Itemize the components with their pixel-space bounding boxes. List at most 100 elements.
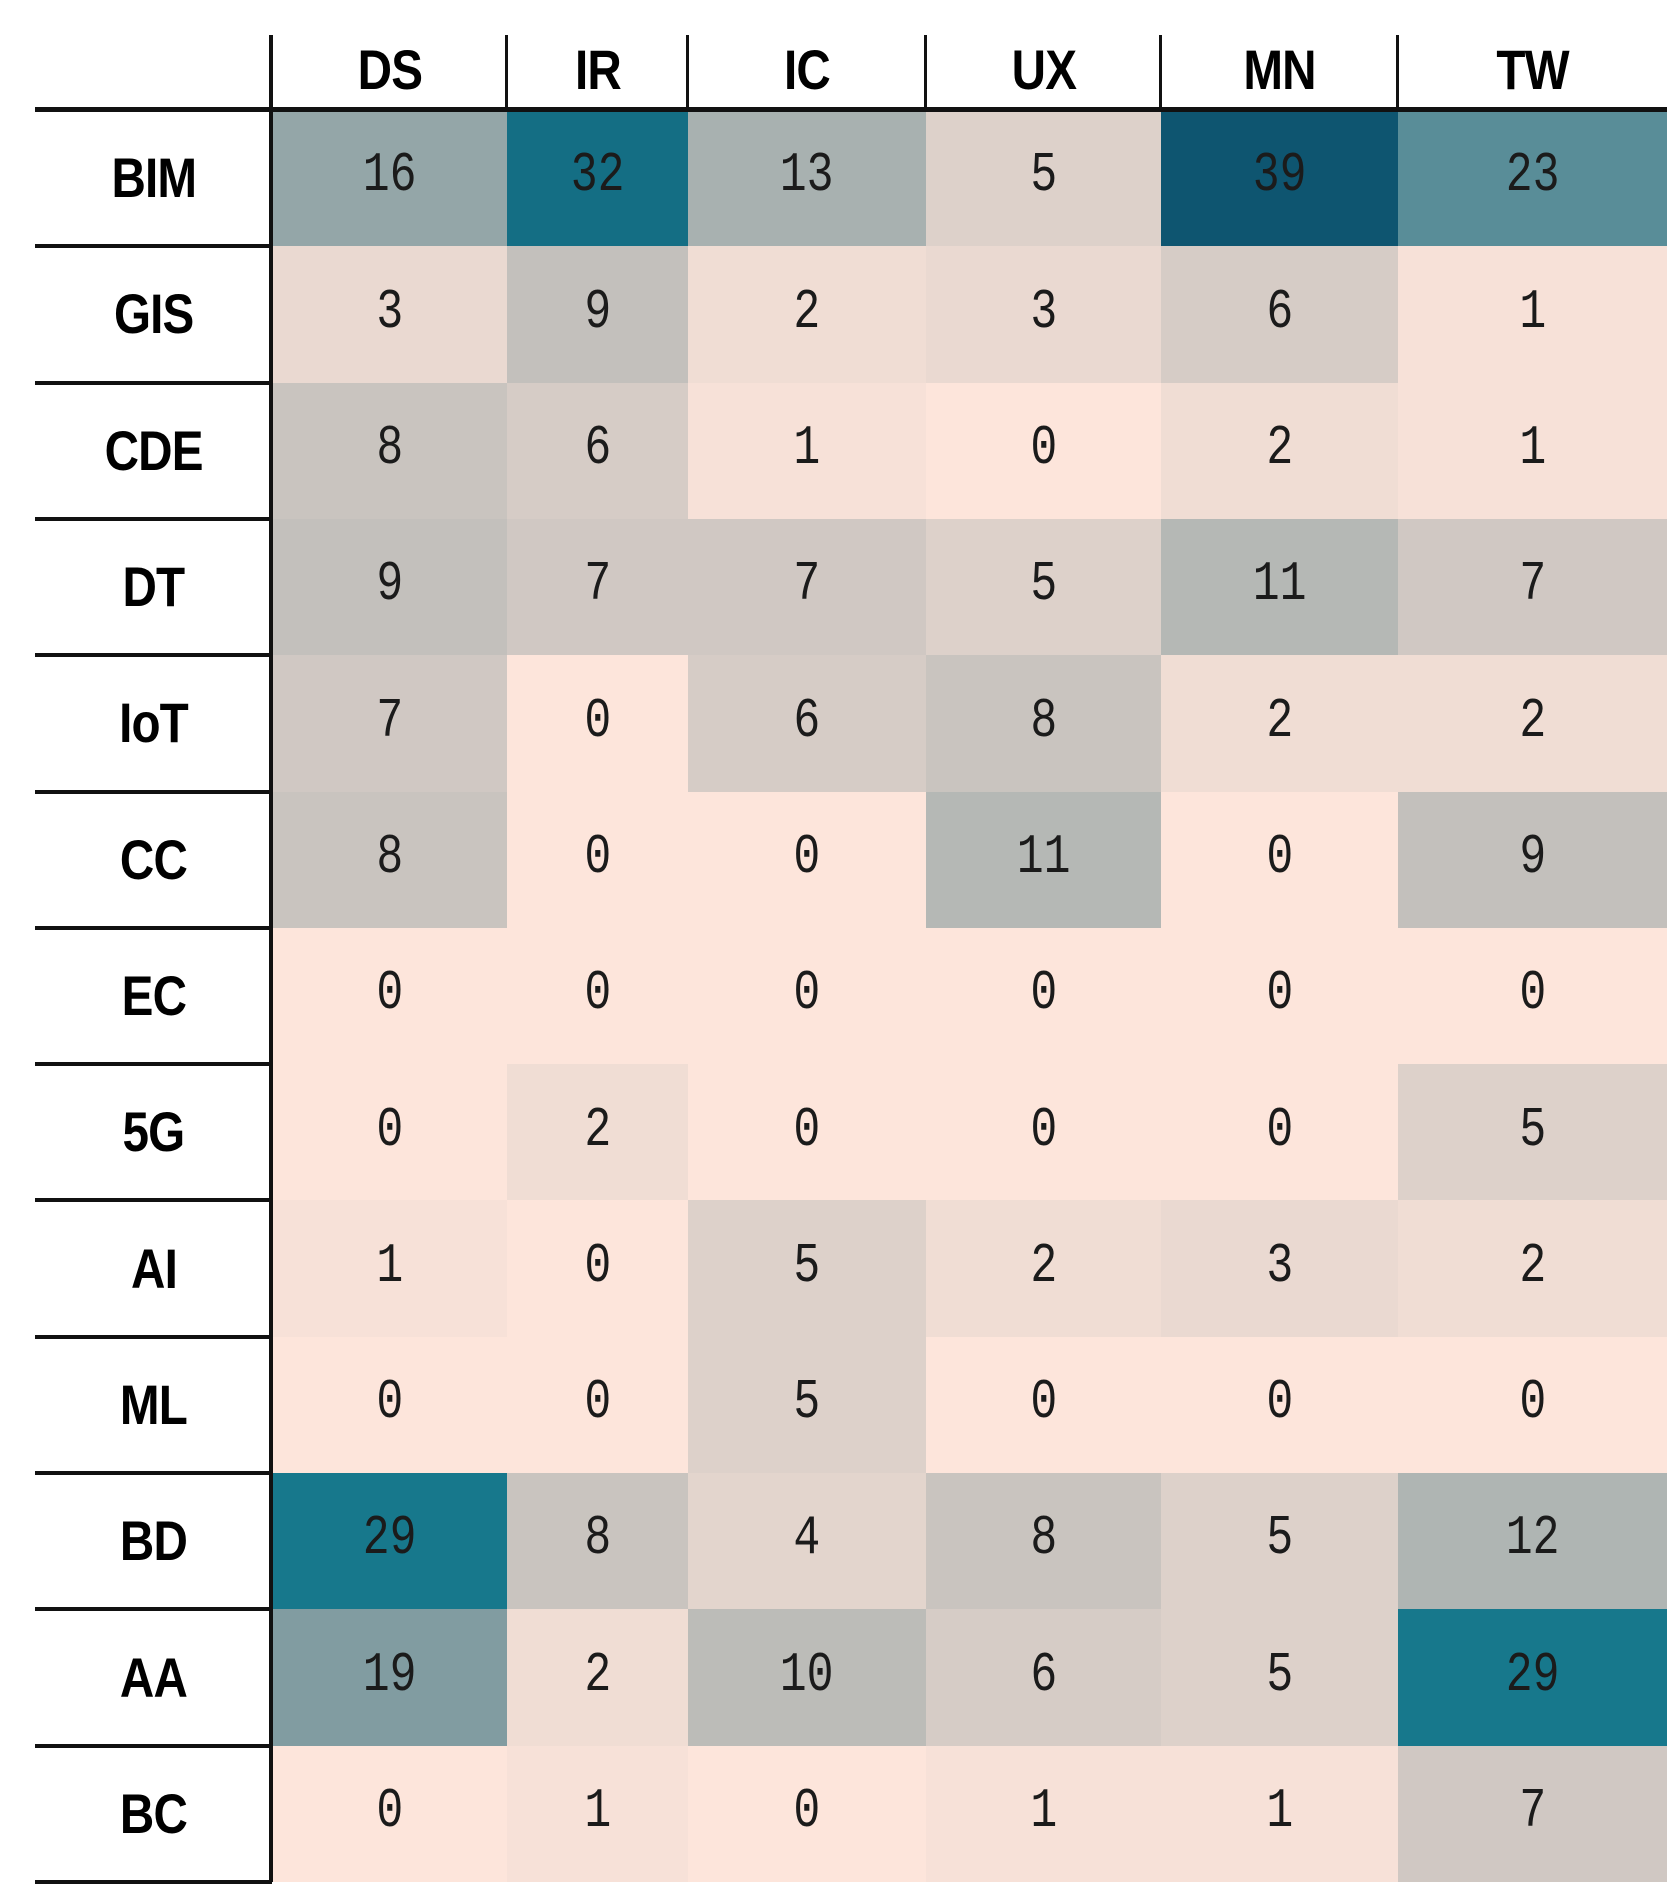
cell-value: 2 [584,1097,611,1162]
header-separator-line [924,35,927,110]
cell-value: 7 [584,552,611,617]
column-header-label: TW [1496,38,1569,101]
column-header-ic: IC [688,30,926,110]
cell-value: 11 [1016,824,1071,889]
heatmap-cell-ec-ds: 0 [272,927,507,1065]
heatmap-cell-bc-tw: 7 [1398,1745,1667,1883]
cell-value: 29 [362,1506,417,1571]
heatmap-cell-bd-ux: 8 [926,1473,1161,1610]
heatmap-cell-cde-mn: 2 [1161,382,1398,520]
cell-value: 0 [376,1779,403,1844]
heatmap-cell-bd-ic: 4 [688,1473,926,1610]
cell-value: 2 [1030,1233,1057,1298]
row-label-text: AA [119,1645,188,1709]
heatmap-cell-dt-ds: 9 [272,518,507,656]
row-label-aa: AA [35,1609,272,1745]
row-label-text: ML [119,1372,188,1436]
cell-value: 0 [1266,824,1293,889]
heatmap-cell-ai-tw: 2 [1398,1200,1667,1338]
cell-value: 5 [1030,143,1057,208]
cell-value: 5 [1266,1506,1293,1571]
cell-value: 1 [1519,416,1546,480]
cell-value: 2 [1266,416,1293,480]
row-label-text: 5G [122,1100,186,1164]
heatmap-cell-ec-ux: 0 [926,927,1161,1065]
row-label-ai: AI [35,1200,272,1336]
cell-value: 1 [793,416,821,480]
cell-value: 0 [584,824,611,889]
heatmap-cell-ml-ds: 0 [272,1336,507,1474]
header-separator-line [1159,35,1162,110]
cell-value: 9 [1519,824,1546,889]
heatmap-cell-dt-ux: 5 [926,518,1161,656]
cell-value: 0 [1266,961,1293,1026]
row-label-ml: ML [35,1337,272,1473]
cell-value: 3 [1266,1233,1293,1298]
row-label-bd: BD [35,1473,272,1609]
cell-value: 29 [1505,1642,1560,1707]
heatmap-cell-iot-ir: 0 [507,655,688,793]
row-separator-line [35,1743,272,1748]
heatmap-cell-dt-tw: 7 [1398,518,1667,656]
heatmap-cell-aa-ir: 2 [507,1609,688,1747]
column-header-label: IC [784,38,831,101]
heatmap-cell-bim-ds: 16 [272,110,507,247]
cell-value: 23 [1505,143,1560,208]
heatmap-cell-cde-ir: 6 [507,382,688,520]
heatmap-cell-bim-tw: 23 [1398,110,1667,247]
column-header-mn: MN [1161,30,1398,110]
heatmap-cell-ai-ir: 0 [507,1200,688,1338]
heatmap-cell-iot-tw: 2 [1398,655,1667,793]
cell-value: 8 [1030,688,1057,753]
cell-value: 7 [793,552,821,617]
cell-value: 0 [584,961,611,1026]
row-separator-line [35,1334,272,1339]
heatmap-cell-ec-ir: 0 [507,927,688,1065]
cell-value: 0 [1030,1097,1057,1162]
cell-value: 5 [793,1233,821,1298]
row-separator-line [35,1880,272,1884]
cell-value: 0 [793,1097,821,1162]
heatmap-cell-bim-mn: 39 [1161,110,1398,247]
cell-value: 12 [1505,1506,1560,1571]
row-label-cde: CDE [35,383,272,519]
row-label-cc: CC [35,792,272,928]
label-divider-line [269,35,273,1882]
row-label-text: BD [119,1509,188,1573]
cell-value: 0 [584,1233,611,1298]
row-separator-line [35,789,272,794]
heatmap-cell-ml-tw: 0 [1398,1336,1667,1474]
cell-value: 8 [376,824,403,889]
row-separator-line [35,380,272,385]
cell-value: 1 [584,1779,611,1844]
row-separator-line [35,244,272,249]
row-label-bim: BIM [35,110,272,246]
row-separator-line [35,653,272,658]
cell-value: 0 [793,961,821,1026]
heatmap-cell-dt-ir: 7 [507,518,688,656]
cell-value: 8 [584,1506,611,1571]
heatmap-cell-gis-ux: 3 [926,246,1161,384]
heatmap-cell-aa-mn: 5 [1161,1609,1398,1747]
cell-value: 5 [793,1370,821,1435]
heatmap-cell-5g-ds: 0 [272,1064,507,1201]
header-separator-line [1396,35,1399,110]
heatmap-cell-bim-ic: 13 [688,110,926,247]
heatmap-cell-aa-ux: 6 [926,1609,1161,1747]
heatmap-cell-bc-mn: 1 [1161,1745,1398,1883]
cell-value: 0 [1266,1370,1293,1435]
cell-value: 0 [793,1779,821,1844]
heatmap-cell-cde-ds: 8 [272,382,507,520]
cell-value: 0 [1030,416,1057,480]
heatmap-cell-bc-ds: 0 [272,1745,507,1883]
row-label-iot: IoT [35,655,272,791]
row-label-text: AI [130,1236,178,1300]
heatmap-cell-gis-ds: 3 [272,246,507,384]
heatmap-cell-cde-tw: 1 [1398,382,1667,520]
cell-value: 6 [1030,1642,1057,1707]
cell-value: 4 [793,1506,821,1571]
heatmap-cell-gis-mn: 6 [1161,246,1398,384]
heatmap-cell-cc-ir: 0 [507,791,688,929]
row-label-5g: 5G [35,1064,272,1200]
heatmap-cell-5g-ir: 2 [507,1064,688,1201]
